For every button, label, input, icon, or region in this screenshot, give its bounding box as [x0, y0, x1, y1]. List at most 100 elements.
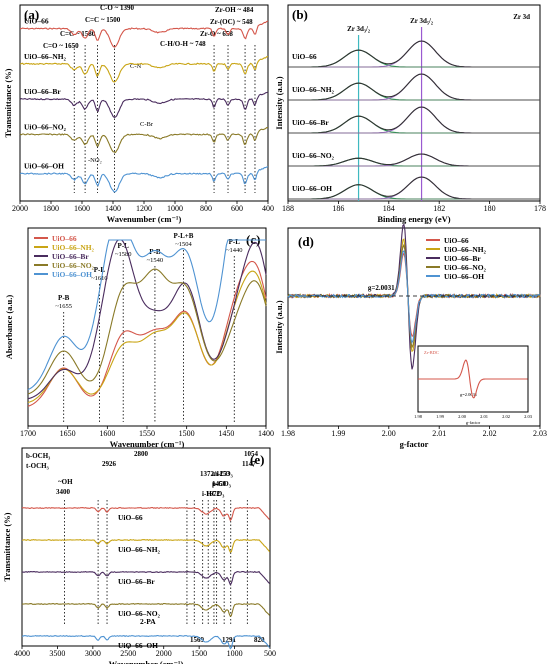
panel-b-peak-label: Zr 3d₅/₂: [410, 17, 433, 25]
panel-d-legend-item: UiO–66–OH: [444, 272, 484, 281]
panel-e-frame: [21, 447, 271, 647]
panel-d-inset-xlabel: g-factor: [466, 420, 481, 425]
panel-e-xtick-label: 3500: [49, 649, 65, 658]
panel-a-series-label: UiO–66–NO₂: [24, 122, 67, 131]
panel-b-xtick-label: 182: [433, 204, 445, 213]
panel-c-peak-sub: ~1504: [175, 241, 192, 248]
panel-a-annotation: C=O ~ 1650: [43, 42, 79, 50]
panel-c-series-line: [27, 239, 267, 400]
panel-c: 1700 1650 1600 1550 1500 1450 1400(c)Wavenumbe…: [4, 227, 274, 449]
panel-e-xtick-label: 500: [264, 649, 276, 658]
panel-e-series-label: UiO–66–NH₂: [118, 545, 161, 554]
panel-c-peak-sub: ~1540: [147, 257, 164, 264]
panel-e-series-label: UiO–66–Br: [118, 577, 155, 586]
panel-a-label: (a): [24, 7, 39, 22]
panel-b-series-label: UiO–66–OH: [292, 184, 332, 193]
panel-a-series-line: [19, 91, 269, 119]
panel-c-xtick-label: 1650: [60, 429, 76, 438]
panel-a-xtick-label: 600: [231, 204, 243, 213]
panel-b-series-label: UiO–66–Br: [292, 118, 329, 127]
panel-c-peak-label: P-L: [118, 242, 130, 250]
panel-a-xlabel: Wavenumber (cm⁻¹): [107, 214, 182, 224]
panel-c-legend-item: UiO–66–OH: [52, 270, 92, 279]
panel-d-inset-tick: 2.01: [480, 414, 488, 419]
panel-e-series-label: UiO–66–NO₂: [118, 609, 161, 618]
panel-c-peak-sub: ~1610: [91, 275, 108, 282]
panel-b: 188 186 184 182 180 178 (b) Zr 3d Binding energy…: [274, 4, 546, 224]
panel-e-series-line: [21, 538, 271, 553]
panel-d-xtick-label: 2.00: [382, 429, 396, 438]
panel-a-series-label: UiO–66: [24, 17, 49, 26]
panel-c-xtick-label: 1550: [139, 429, 155, 438]
panel-e-ylabel: Transmittance (%): [2, 512, 12, 581]
panel-a-annotation: C-N: [130, 63, 142, 70]
panel-e-annotation: 820: [254, 636, 265, 644]
panel-c-peak-label: P-B: [58, 294, 70, 302]
panel-a-series-line: [19, 127, 268, 154]
panel-a-series-label: UiO–66–NH₂: [24, 52, 67, 61]
panel-a-annotation: C-Br: [140, 121, 154, 128]
panel-e-annotation: 1450: [212, 480, 227, 488]
panel-b-xtick-label: 180: [484, 204, 496, 213]
panel-e-xtick-label: 4000: [14, 649, 30, 658]
panel-c-series-line: [27, 268, 267, 395]
panel-d: 1.98 1.99 2.00 2.01 2.02 2.03 (d) g-factor Inten…: [274, 223, 547, 449]
panel-e-xtick-label: 1500: [191, 649, 207, 658]
panel-e-xtick-label: 2000: [156, 649, 172, 658]
panel-e-series-line: [22, 570, 270, 586]
panel-e-annotation: m-CO₃: [212, 470, 233, 478]
panel-b-xtick-label: 188: [282, 204, 294, 213]
panel-c-xlabel: Wavenumber (cm⁻¹): [110, 439, 185, 449]
panel-d-xtick-label: 2.01: [432, 429, 446, 438]
panel-a-annotation: C=C ~ 1580: [60, 30, 96, 38]
panel-d-inset-tick: 1.99: [436, 414, 445, 419]
panel-d-inset-tick: 1.98: [414, 414, 423, 419]
panel-d-legend-item: UiO–66–NO₂: [444, 263, 487, 272]
panel-d-legend-item: UiO–66: [444, 236, 469, 245]
panel-c-xtick-label: 1400: [258, 429, 274, 438]
panel-b-xlabel: Binding energy (eV): [377, 214, 450, 224]
panel-d-inset-legend: Zr-BDC: [424, 350, 439, 355]
panel-c-xtick-label: 1450: [218, 429, 234, 438]
panel-a-annotation: -NO₂: [88, 157, 102, 164]
panel-a-annotation: Zr-O ~ 658: [200, 30, 233, 38]
panel-d-series-line: [287, 250, 541, 344]
panel-b-label: (b): [292, 7, 308, 22]
panel-e-annotation: 1672: [206, 490, 221, 498]
panel-d-label: (d): [298, 234, 314, 249]
panel-a-xtick-label: 1400: [105, 204, 121, 213]
panel-c-xtick-label: 1600: [99, 429, 115, 438]
panel-d-annotation: g=2.0031: [368, 284, 395, 292]
panel-d-xtick-label: 1.99: [331, 429, 345, 438]
panel-a-xtick-label: 1000: [167, 204, 183, 213]
panel-e-series-line: [21, 634, 270, 650]
panel-d-xtick-label: 2.03: [533, 429, 547, 438]
panel-b-series-line: [288, 40, 540, 68]
panel-b-fit-line: [288, 49, 540, 68]
panel-e-xtick-label: 2500: [120, 649, 136, 658]
panel-b-title: Zr 3d: [513, 13, 530, 21]
panel-d-ylabel: Intensity (a.u.): [274, 300, 284, 353]
panel-e-annotation: t-OCH₃: [26, 462, 49, 470]
panel-a: 2000 1800 1600 1400 1200 1000 800 600 400 (a) Wave…: [3, 4, 274, 224]
panel-e-series-label: UiO–66: [118, 513, 143, 522]
panel-c-xtick-label: 1500: [179, 429, 195, 438]
panel-d-xlabel: g-factor: [400, 439, 429, 449]
panel-c-peak-label: P-L: [94, 266, 106, 274]
panel-b-xtick-label: 178: [534, 204, 546, 213]
panel-c-peak-label: P-B: [149, 248, 161, 256]
panel-e-annotation: 1372/1253: [200, 470, 230, 478]
panel-e-annotation: 2800: [134, 450, 149, 458]
panel-e-annotation: b-OCH₃: [26, 452, 50, 460]
panel-d-xtick-label: 1.98: [281, 429, 295, 438]
panel-c-legend-item: UiO–66–NH₂: [52, 243, 95, 252]
panel-a-xtick-label: 1600: [74, 204, 90, 213]
panel-c-peak-sub: ~1580: [115, 251, 132, 258]
panel-a-annotation: Zr-(OC) ~ 548: [210, 18, 253, 26]
panel-e-series-label: UiO–66–OH: [118, 641, 158, 650]
panel-d-frame: [287, 227, 541, 427]
panel-c-ylabel: Absorbance (a.u.): [4, 295, 14, 360]
panel-a-series-label: UiO–66–Br: [24, 87, 61, 96]
panel-b-xtick-label: 186: [332, 204, 344, 213]
